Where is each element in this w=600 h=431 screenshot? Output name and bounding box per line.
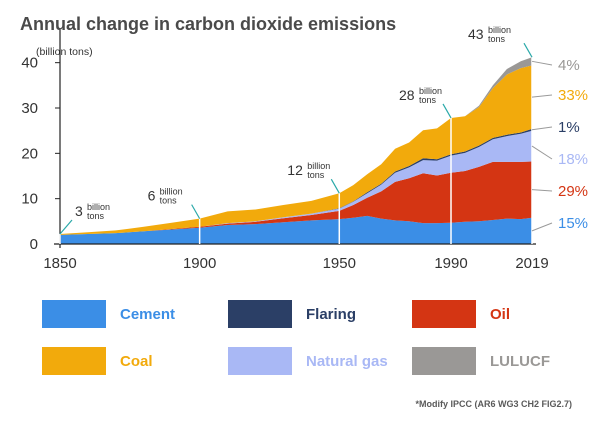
share-leader-line bbox=[531, 222, 553, 232]
y-axis-unit-label: (billion tons) bbox=[36, 46, 93, 58]
legend-swatch-flaring bbox=[228, 300, 292, 328]
share-leader-line bbox=[531, 126, 553, 131]
annotation-unit-line-2: tons bbox=[488, 34, 506, 44]
legend-swatch-lulucf bbox=[412, 347, 476, 375]
share-leader-line bbox=[531, 189, 553, 192]
share-leader-line bbox=[531, 60, 553, 66]
y-tick-label: 40 bbox=[21, 55, 38, 72]
annotation-unit-line-2: tons bbox=[87, 211, 105, 221]
annotation-leader-line bbox=[191, 204, 201, 219]
annotation-unit-line-1: billion bbox=[488, 25, 511, 35]
area-series-oil bbox=[60, 161, 532, 235]
annotation-value: 3 bbox=[75, 203, 83, 219]
share-leader-line bbox=[531, 94, 553, 98]
annotation-unit-line-1: billion bbox=[87, 202, 110, 212]
legend-label-cement: Cement bbox=[120, 306, 176, 323]
legend-label-natural-gas: Natural gas bbox=[306, 353, 388, 370]
legend-swatch-natural-gas bbox=[228, 347, 292, 375]
annotation-unit-line-2: tons bbox=[307, 170, 325, 180]
share-label: 1% bbox=[558, 119, 580, 136]
x-tick-label: 1850 bbox=[43, 255, 76, 272]
annotation-leader-line bbox=[442, 103, 452, 119]
share-label: 4% bbox=[558, 57, 580, 74]
x-tick-label: 1950 bbox=[323, 255, 356, 272]
source-note: *Modify IPCC (AR6 WG3 CH2 FIG2.7) bbox=[415, 399, 572, 409]
annotation-unit-line-1: billion bbox=[307, 161, 330, 171]
annotation-value: 6 bbox=[148, 188, 156, 204]
chart-legend: Cement Flaring Oil Coal Natural gas LULU… bbox=[0, 300, 600, 380]
annotation-unit-line-2: tons bbox=[419, 95, 437, 105]
share-label: 18% bbox=[558, 151, 588, 168]
annotation-unit-line-1: billion bbox=[160, 187, 183, 197]
annotation-value: 28 bbox=[399, 87, 415, 103]
annotation-leader-line bbox=[523, 42, 533, 58]
legend-swatch-coal bbox=[42, 347, 106, 375]
y-tick-label: 30 bbox=[21, 100, 38, 117]
share-leader-line bbox=[531, 145, 553, 160]
annotation-leader-line bbox=[59, 219, 73, 235]
legend-label-lulucf: LULUCF bbox=[490, 353, 550, 370]
legend-label-oil: Oil bbox=[490, 306, 511, 323]
legend-swatch-cement bbox=[42, 300, 106, 328]
legend-swatch-oil bbox=[412, 300, 476, 328]
x-tick-label: 1900 bbox=[183, 255, 216, 272]
area-series-cement bbox=[60, 215, 532, 244]
x-tick-label: 1990 bbox=[434, 255, 467, 272]
share-label: 33% bbox=[558, 87, 588, 104]
x-tick-label: 2019 bbox=[515, 255, 548, 272]
annotation-unit-line-1: billion bbox=[419, 86, 442, 96]
y-tick-label: 20 bbox=[21, 145, 38, 162]
share-label: 29% bbox=[558, 183, 588, 200]
legend-label-flaring: Flaring bbox=[306, 306, 357, 323]
chart-title: Annual change in carbon dioxide emission… bbox=[20, 14, 397, 34]
annotation-leader-line bbox=[330, 178, 340, 194]
area-series-coal bbox=[60, 65, 532, 235]
share-label: 15% bbox=[558, 215, 588, 232]
legend-label-coal: Coal bbox=[120, 353, 153, 370]
annotation-unit-line-2: tons bbox=[160, 196, 178, 206]
y-tick-label: 10 bbox=[21, 191, 38, 208]
annotation-value: 43 bbox=[468, 26, 484, 42]
annotation-value: 12 bbox=[287, 162, 303, 178]
y-tick-label: 0 bbox=[30, 236, 38, 253]
